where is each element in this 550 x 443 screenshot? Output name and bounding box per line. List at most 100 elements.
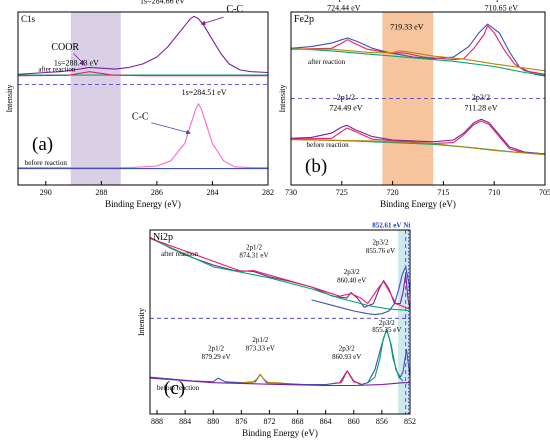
chart-title: Fe2p bbox=[294, 14, 314, 25]
chart-panel-ni2p: 888 884 880 876 872 868 864 860 856 852 Binding En… bbox=[120, 221, 430, 443]
x-axis: 888 884 880 876 872 868 864 860 856 852 bbox=[151, 410, 416, 426]
annotation-label: 710.65 eV bbox=[485, 3, 519, 12]
plot-frame bbox=[290, 11, 546, 186]
annotation-label: 2p3/2 bbox=[373, 239, 389, 247]
chart-title: Ni2p bbox=[153, 232, 173, 243]
annotation-label: 2p1/2 bbox=[337, 93, 355, 102]
panel-label: (c) bbox=[164, 378, 185, 399]
chart-ni2p: 888 884 880 876 872 868 864 860 856 852 Binding En… bbox=[137, 221, 416, 438]
annotation-label: 724.49 eV bbox=[329, 104, 363, 113]
annotation-label: 860.40 eV bbox=[337, 276, 366, 284]
annotation-label: C-C bbox=[132, 111, 149, 122]
series-after-3 bbox=[311, 266, 410, 316]
series-line bbox=[150, 237, 410, 310]
annotation-label: after reaction bbox=[38, 66, 76, 74]
series-line bbox=[291, 139, 545, 156]
series-before-4 bbox=[291, 118, 545, 155]
series-line bbox=[291, 47, 545, 76]
x-tick-label: 725 bbox=[336, 188, 348, 197]
series-after-0 bbox=[18, 15, 268, 75]
x-tick-label: 286 bbox=[151, 188, 163, 197]
annotation-label: 719.33 eV bbox=[390, 22, 424, 31]
annotation-label: before reaction bbox=[306, 141, 349, 149]
annotation-label: 2p3/2 bbox=[492, 0, 510, 2]
x-tick-label: 864 bbox=[320, 417, 332, 426]
series-line bbox=[150, 237, 410, 312]
series-before-7 bbox=[291, 139, 545, 156]
annotation-label: 1s=288.43 eV bbox=[54, 59, 99, 68]
series-before-7 bbox=[367, 329, 404, 384]
annotation-label: 2p3/2 bbox=[472, 93, 490, 102]
x-tick-label: 715 bbox=[437, 188, 449, 197]
x-tick-label: 884 bbox=[179, 417, 191, 426]
series-line bbox=[291, 48, 545, 72]
annotation-label: 855.76 eV bbox=[366, 247, 395, 255]
series-before-3 bbox=[18, 103, 268, 169]
series-after-1 bbox=[150, 237, 410, 312]
highlight-band bbox=[398, 230, 410, 414]
plot-area bbox=[18, 12, 268, 185]
x-tick-label: 288 bbox=[95, 188, 107, 197]
annotation-label: 2p1/2 bbox=[246, 243, 262, 251]
series-before-6 bbox=[291, 120, 545, 155]
annotation-label: 724.44 eV bbox=[327, 3, 361, 12]
annotation-label: 2p3/2 bbox=[379, 319, 395, 327]
x-tick-label: 282 bbox=[262, 188, 274, 197]
highlight-band bbox=[70, 12, 121, 185]
x-tick-label: 888 bbox=[151, 417, 163, 426]
series-before-6 bbox=[332, 370, 361, 385]
series-before-4 bbox=[150, 328, 410, 386]
series-before-8 bbox=[150, 377, 410, 387]
x-tick-label: 856 bbox=[376, 417, 388, 426]
annotation-label: after reaction bbox=[308, 58, 346, 66]
x-axis-label: Binding Energy (eV) bbox=[380, 199, 456, 209]
series-line bbox=[18, 15, 268, 75]
annotation-label: 1s=284.51 eV bbox=[182, 88, 227, 97]
series-after-1 bbox=[291, 47, 545, 76]
x-tick-label: 872 bbox=[263, 417, 275, 426]
x-tick-label: 852 bbox=[404, 417, 416, 426]
arrow-cc-before bbox=[151, 122, 191, 135]
series-line bbox=[150, 377, 410, 387]
x-tick-label: 720 bbox=[387, 188, 399, 197]
arrow-coor bbox=[73, 53, 86, 66]
y-axis-label: Intensity bbox=[137, 308, 146, 336]
x-tick-label: 730 bbox=[285, 188, 297, 197]
series-line bbox=[291, 23, 545, 77]
x-axis: 730 725 720 715 710 705 bbox=[285, 181, 550, 197]
series-line bbox=[332, 370, 361, 385]
series-before-5 bbox=[241, 373, 284, 384]
series-after-2 bbox=[150, 237, 410, 310]
annotation-label: 711.28 eV bbox=[464, 104, 497, 113]
annotation-label: 2p1/2 bbox=[335, 0, 353, 2]
annotation-label: before reaction bbox=[25, 159, 68, 167]
series-after-2 bbox=[291, 25, 545, 75]
y-axis-label: Intensity bbox=[5, 85, 14, 113]
x-tick-label: 284 bbox=[206, 188, 218, 197]
x-tick-label: 876 bbox=[235, 417, 247, 426]
x-axis: 290 288 286 284 282 bbox=[40, 181, 274, 197]
annotation-arrows bbox=[73, 16, 224, 135]
x-axis-label: Binding Energy (eV) bbox=[242, 428, 318, 438]
x-tick-label: 868 bbox=[292, 417, 304, 426]
panel-label: (b) bbox=[305, 156, 327, 177]
series-line bbox=[367, 329, 404, 384]
chart-panel-c1s: 290 288 286 284 282 Binding Energy (eV) Intens… bbox=[0, 0, 275, 215]
annotation-label: 2p3/2 bbox=[344, 268, 360, 276]
plot-area bbox=[150, 230, 410, 414]
series-after-3 bbox=[291, 48, 545, 72]
chart-title: C1s bbox=[21, 14, 36, 24]
annotation-label: C-C bbox=[226, 4, 243, 15]
series-after-0 bbox=[291, 23, 545, 77]
annotation-label: 879.29 eV bbox=[201, 353, 230, 361]
x-tick-label: 860 bbox=[348, 417, 360, 426]
x-tick-label: 710 bbox=[488, 188, 500, 197]
series-line bbox=[311, 266, 410, 316]
annotation-label: 2p1/2 bbox=[208, 345, 224, 353]
annotation-label: before reaction bbox=[157, 384, 200, 392]
annotation-label: 2p3/2 bbox=[339, 345, 355, 353]
annotation-label: 860.93 eV bbox=[332, 353, 361, 361]
